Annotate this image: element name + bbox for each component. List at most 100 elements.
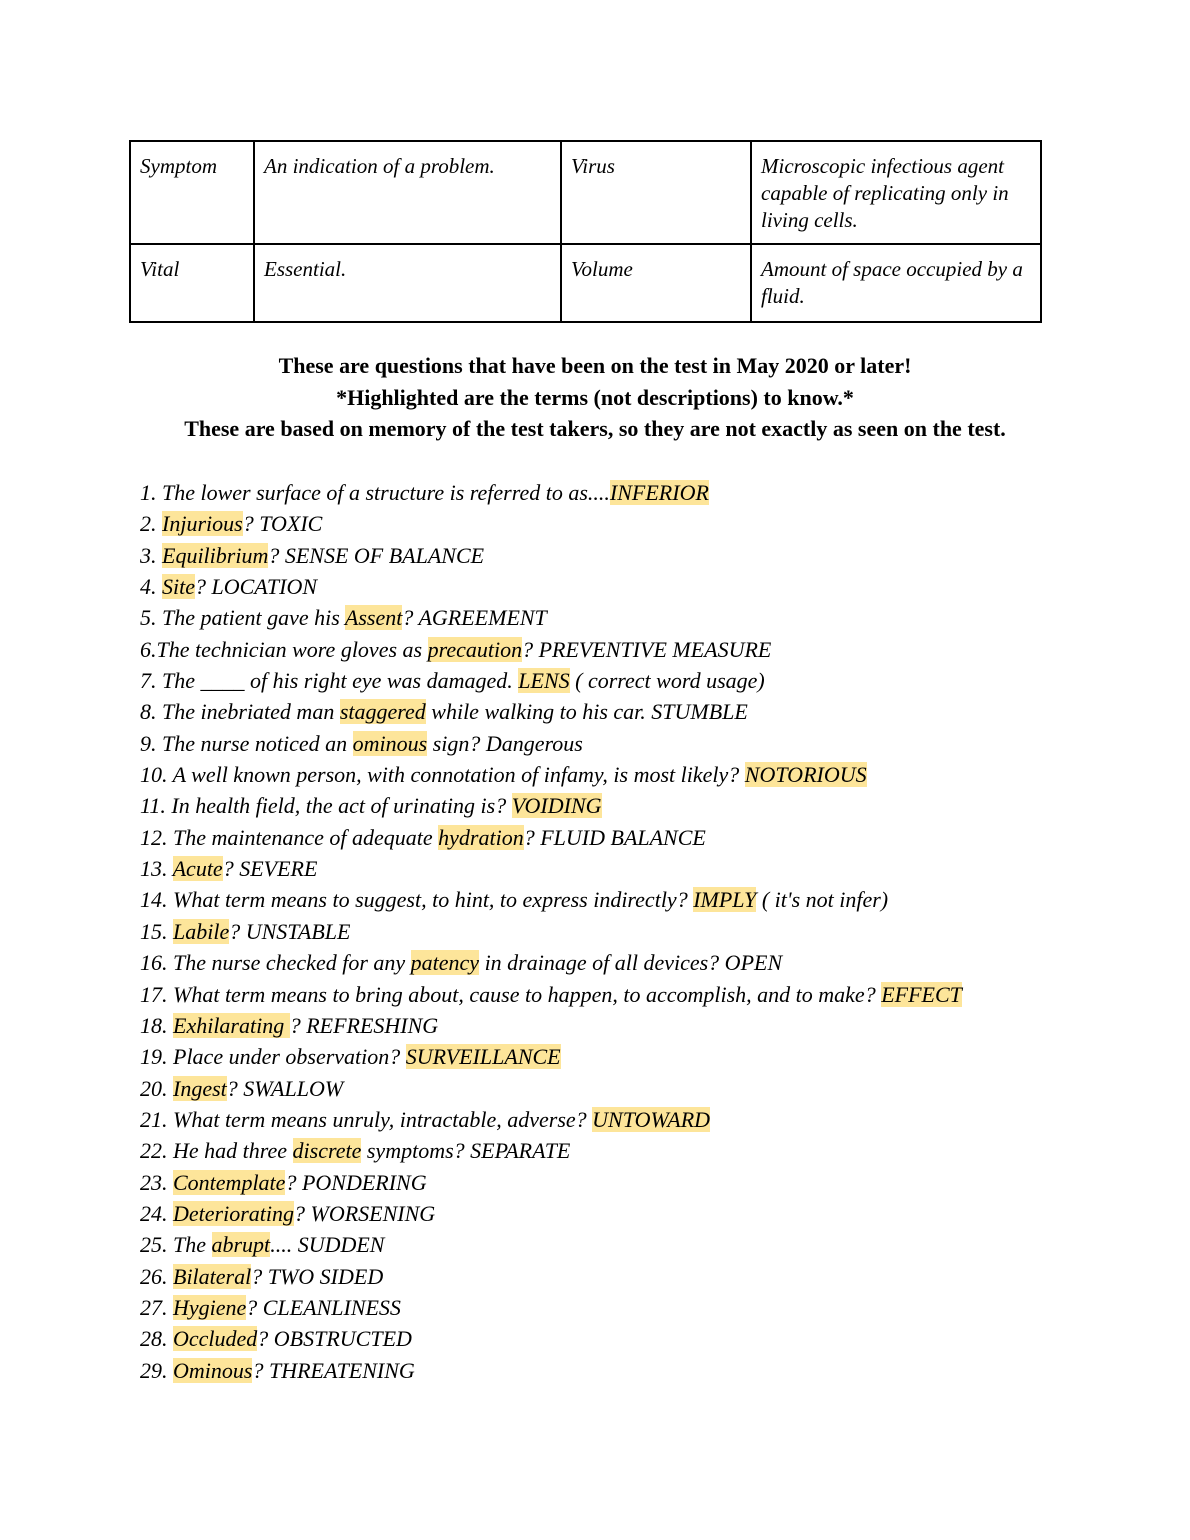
question-text: 1. The lower surface of a structure is r…: [140, 480, 610, 505]
question-text: 16. The nurse checked for any: [140, 950, 411, 976]
answer-text: ? OBSTRUCTED: [257, 1326, 412, 1352]
question-text: 5. The patient gave his: [140, 605, 345, 631]
highlighted-term: UNTOWARD: [592, 1106, 711, 1132]
highlighted-term: Assent: [344, 605, 403, 631]
question-item: 3. Equilibrium? SENSE OF BALANCE: [140, 540, 1100, 571]
question-item: 16. The nurse checked for any patency in…: [140, 947, 1100, 978]
question-item: 28. Occluded? OBSTRUCTED: [140, 1323, 1100, 1354]
question-text: 15.: [140, 918, 173, 944]
highlighted-term: staggered: [339, 699, 426, 725]
question-text: 8. The inebriated man: [140, 699, 340, 725]
answer-text: ? REFRESHING: [289, 1012, 439, 1038]
term-cell: Virus: [560, 140, 752, 245]
answer-text: ? CLEANLINESS: [246, 1294, 401, 1320]
answer-text: ( correct word usage): [569, 668, 765, 694]
question-item: 20. Ingest? SWALLOW: [140, 1073, 1100, 1104]
definition-cell: An indication of a problem.: [253, 140, 562, 245]
question-item: 21. What term means unruly, intractable,…: [140, 1104, 1100, 1135]
answer-text: sign? Dangerous: [427, 730, 583, 756]
heading-line: These are questions that have been on th…: [278, 353, 912, 378]
answer-text: ? TWO SIDED: [251, 1263, 384, 1289]
answer-text: ? SEVERE: [222, 856, 318, 882]
highlighted-term: LENS: [518, 668, 570, 694]
question-text: 22. He had three: [140, 1138, 293, 1164]
highlighted-term: Site: [162, 574, 195, 600]
question-text: 4.: [140, 574, 162, 600]
answer-text: ? WORSENING: [294, 1200, 436, 1226]
question-text: 14. What term means to suggest, to hint,…: [140, 887, 694, 913]
definition-cell: Essential.: [253, 243, 562, 323]
highlighted-term: discrete: [292, 1138, 362, 1164]
answer-text: .... SUDDEN: [270, 1232, 385, 1258]
question-text: 17. What term means to bring about, caus…: [140, 981, 882, 1007]
question-text: 26.: [140, 1263, 173, 1289]
highlighted-term: Injurious: [162, 511, 243, 537]
answer-text: while walking to his car. STUMBLE: [425, 699, 748, 725]
highlighted-term: Labile: [173, 918, 230, 944]
definition-cell: Amount of space occupied by a fluid.: [750, 243, 1042, 323]
question-text: 7. The ____ of his right eye was damaged…: [140, 668, 519, 694]
question-item: 14. What term means to suggest, to hint,…: [140, 884, 1100, 915]
highlighted-term: hydration: [438, 824, 524, 850]
highlighted-term: Acute: [172, 856, 223, 882]
heading-line: *Highlighted are the terms (not descript…: [336, 384, 854, 410]
answer-text: ? THREATENING: [252, 1357, 415, 1383]
answer-text: ( it's not infer): [756, 887, 889, 913]
question-item: 11. In health field, the act of urinatin…: [140, 790, 1100, 821]
answer-text: ? TOXIC: [242, 511, 323, 537]
highlighted-term: ominous: [352, 730, 428, 756]
question-item: 9. The nurse noticed an ominous sign? Da…: [140, 728, 1100, 759]
highlighted-term: Deteriorating: [173, 1200, 294, 1226]
highlighted-term: IMPLY: [693, 887, 757, 913]
definition-cell: Microscopic infectious agent capable of …: [750, 140, 1042, 245]
highlighted-term: abrupt: [211, 1232, 271, 1258]
question-item: 5. The patient gave his Assent? AGREEMEN…: [140, 602, 1100, 633]
answer-text: ? FLUID BALANCE: [523, 824, 706, 850]
question-text: 2.: [140, 511, 162, 537]
question-item: 29. Ominous? THREATENING: [140, 1355, 1100, 1386]
highlighted-term: NOTORIOUS: [744, 762, 867, 788]
highlighted-term: Equilibrium: [162, 542, 269, 568]
answer-text: in drainage of all devices? OPEN: [479, 950, 783, 976]
question-text: 21. What term means unruly, intractable,…: [140, 1106, 593, 1132]
highlighted-term: precaution: [427, 636, 523, 662]
question-item: 24. Deteriorating? WORSENING: [140, 1198, 1100, 1229]
notice-headings: These are questions that have been on th…: [140, 350, 1050, 445]
question-text: 25. The: [140, 1232, 212, 1258]
term-cell: Vital: [129, 243, 255, 323]
highlighted-term: EFFECT: [881, 981, 962, 1007]
question-item: 10. A well known person, with connotatio…: [140, 759, 1100, 790]
question-text: 13.: [140, 856, 173, 882]
answer-text: symptoms? SEPARATE: [361, 1138, 571, 1164]
question-text: 3.: [140, 542, 162, 568]
answer-text: ? PONDERING: [285, 1169, 427, 1195]
question-item: 4. Site? LOCATION: [140, 571, 1100, 602]
question-text: 27.: [140, 1294, 173, 1320]
question-item: 2. Injurious? TOXIC: [140, 508, 1100, 539]
highlighted-term: Ingest: [173, 1075, 227, 1101]
table-row: Symptom An indication of a problem. Viru…: [129, 140, 1042, 245]
highlighted-term: Exhilarating: [173, 1012, 290, 1038]
table-row: Vital Essential. Volume Amount of space …: [129, 243, 1042, 323]
question-text: 10. A well known person, with connotatio…: [140, 762, 745, 788]
question-item: 19. Place under observation? SURVEILLANC…: [140, 1041, 1100, 1072]
question-item: 23. Contemplate? PONDERING: [140, 1167, 1100, 1198]
question-item: 27. Hygiene? CLEANLINESS: [140, 1292, 1100, 1323]
question-text: 23.: [140, 1169, 173, 1195]
highlighted-term: Contemplate: [173, 1169, 286, 1195]
question-text: 12. The maintenance of adequate: [140, 824, 439, 850]
answer-text: ? SENSE OF BALANCE: [268, 542, 485, 568]
answer-text: ? LOCATION: [195, 574, 318, 600]
question-item: 15. Labile? UNSTABLE: [140, 916, 1100, 947]
question-text: 6.The technician wore gloves as: [140, 636, 428, 662]
question-text: 28.: [140, 1326, 173, 1352]
heading-line: These are based on memory of the test ta…: [184, 416, 1006, 442]
highlighted-term: Occluded: [173, 1326, 258, 1352]
highlighted-term: Bilateral: [173, 1263, 252, 1289]
glossary-table: Symptom An indication of a problem. Viru…: [129, 140, 1042, 323]
question-item: 7. The ____ of his right eye was damaged…: [140, 665, 1100, 696]
question-text: 24.: [140, 1200, 173, 1226]
term-cell: Volume: [560, 243, 752, 323]
question-item: 12. The maintenance of adequate hydratio…: [140, 822, 1100, 853]
question-item: 8. The inebriated man staggered while wa…: [140, 696, 1100, 727]
